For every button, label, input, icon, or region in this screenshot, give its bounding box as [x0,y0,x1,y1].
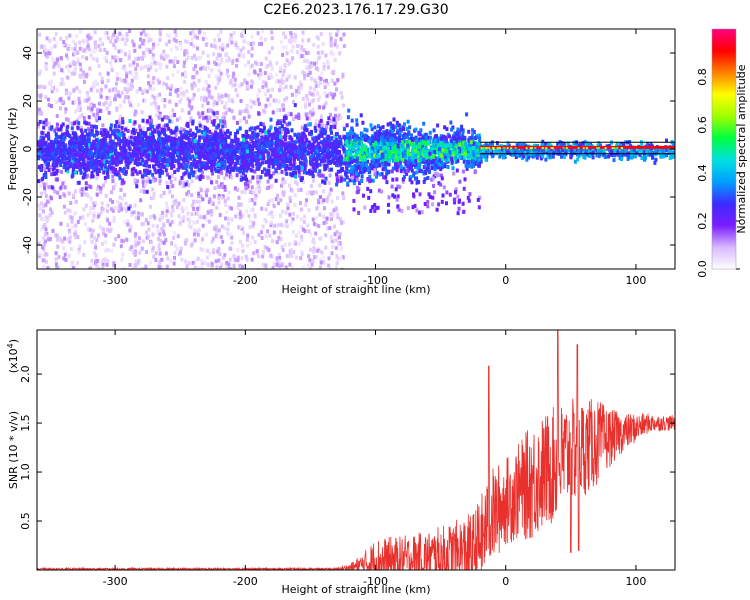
y-tick-label: -20 [21,188,34,206]
snr-scale-exp: 4 [6,343,15,348]
colorbar-tick-label: 0.4 [696,164,709,182]
x-tick-label: 100 [625,575,646,588]
snr-x-axis: -300 -200 -100 0 100 [103,330,646,588]
signal-line [479,141,675,155]
x-tick-label: 0 [502,274,509,287]
spectrogram-panel: -300 -200 -100 0 100 40 20 0 -20 -40 Height of s… [6,28,676,296]
x-tick-label: -200 [233,575,258,588]
y-tick-label: 0 [21,146,34,153]
x-tick-label: 100 [625,274,646,287]
y-tick-label: 1.0 [19,463,32,481]
x-tick-label: -300 [103,274,128,287]
x-tick-label: 0 [502,575,509,588]
spectrogram-y-label: Frequency (Hz) [6,108,19,191]
y-tick-label: 0.5 [19,512,32,530]
snr-y-axis: 0.5 1.0 1.5 2.0 [19,365,675,530]
colorbar-tick-label: 0.0 [696,260,709,278]
colorbar-gradient [712,29,736,269]
y-tick-label: 40 [21,46,34,60]
snr-panel: -300 -200 -100 0 100 0.5 1.0 1.5 2.0 Height of … [6,329,676,596]
x-tick-label: -100 [363,274,388,287]
snr-scale-base: (x10 [7,348,20,373]
colorbar: 0.0 0.2 0.4 0.6 0.8 Normalized spectral ampl… [696,28,748,278]
spectrogram-cells [37,29,675,269]
colorbar-tick-label: 0.8 [696,68,709,86]
snr-y-scale: (x104) [6,339,20,373]
figure-title: C2E6.2023.176.17.29.G30 [263,2,448,18]
y-tick-label: -40 [21,236,34,254]
y-tick-label: 2.0 [19,365,32,383]
colorbar-frame [711,28,737,270]
x-tick-label: -100 [363,575,388,588]
snr-series-line [37,330,675,570]
snr-frame [36,329,676,571]
x-tick-label: -200 [233,274,258,287]
snr-y-label: SNR (10 * v/v) [7,411,20,489]
spectrogram-y-axis: 40 20 0 -20 -40 [21,46,675,254]
colorbar-tick-label: 0.6 [696,116,709,134]
colorbar-tick-label: 0.2 [696,212,709,230]
colorbar-ticks: 0.0 0.2 0.4 0.6 0.8 [696,68,740,278]
y-tick-label: 20 [21,94,34,108]
snr-x-label: Height of straight line (km) [281,583,430,596]
spectrogram-x-axis: -300 -200 -100 0 100 [103,29,646,287]
y-tick-label: 1.5 [19,414,32,432]
colorbar-label: Normalized spectral amplitude [735,64,748,233]
x-tick-label: -300 [103,575,128,588]
spectrogram-x-label: Height of straight line (km) [281,283,430,296]
